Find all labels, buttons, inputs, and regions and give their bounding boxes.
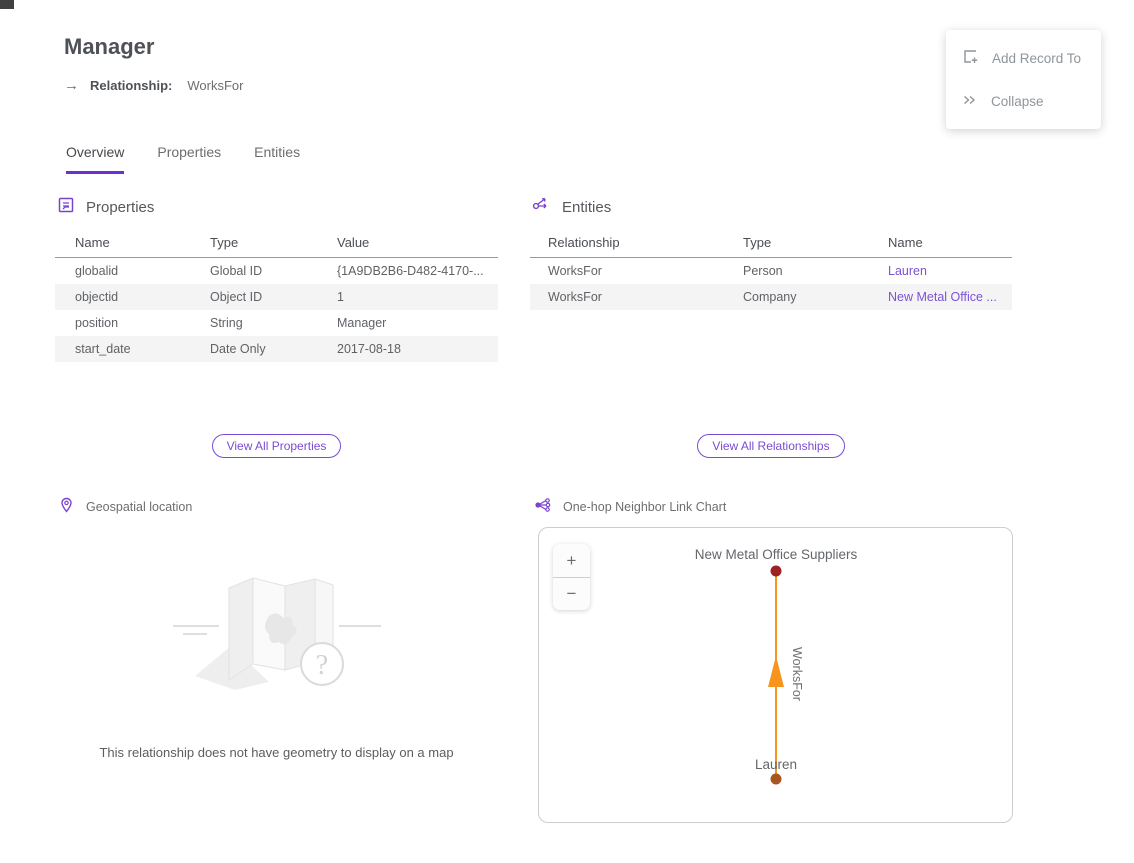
property-type: Object ID <box>210 290 263 304</box>
map-pin-icon <box>59 497 74 517</box>
menu-item-collapse[interactable]: Collapse <box>946 80 1101 123</box>
link-chart-canvas[interactable]: New Metal Office Suppliers Lauren WorksF… <box>538 527 1013 823</box>
properties-icon <box>57 196 75 218</box>
menu-item-label: Add Record To <box>992 50 1082 66</box>
view-all-properties-wrap: View All Properties <box>55 434 498 458</box>
column-header: Name <box>75 235 110 250</box>
zoom-in-button[interactable]: + <box>553 544 590 577</box>
property-name: position <box>75 316 119 330</box>
entity-name-link[interactable]: New Metal Office ... <box>888 290 997 304</box>
tab-bar: Overview Properties Entities <box>66 144 300 174</box>
property-name: start_date <box>75 342 131 356</box>
properties-table: Name Type Value globalid Global ID {1A9D… <box>55 228 498 362</box>
entities-icon <box>532 196 551 218</box>
property-name: globalid <box>75 264 119 278</box>
property-value: {1A9DB2B6-D482-4170-... <box>337 264 484 278</box>
entity-type: Person <box>743 264 783 278</box>
property-type: String <box>210 316 243 330</box>
properties-section-header: Properties <box>57 196 154 218</box>
column-header: Type <box>743 235 772 250</box>
column-header: Type <box>210 235 239 250</box>
entities-section-header: Entities <box>532 196 611 218</box>
geospatial-section-header: Geospatial location <box>59 497 192 517</box>
map-placeholder-illustration: ? <box>173 564 383 704</box>
section-title: One-hop Neighbor Link Chart <box>563 499 727 514</box>
no-geometry-message: This relationship does not have geometry… <box>99 745 454 760</box>
section-title: Properties <box>86 198 155 216</box>
property-type: Global ID <box>210 264 263 278</box>
properties-column: Properties Name Type Value globalid Glob… <box>55 196 498 863</box>
tab-properties[interactable]: Properties <box>157 144 222 160</box>
subtitle-value: WorksFor <box>187 78 244 93</box>
subtitle-label: Relationship: <box>90 78 173 93</box>
link-chart-section-header: One-hop Neighbor Link Chart <box>534 497 726 516</box>
entities-column: Entities Relationship Type Name WorksFor… <box>530 196 1013 863</box>
context-menu: Add Record To Collapse <box>946 30 1101 129</box>
table-row: WorksFor Company New Metal Office ... <box>530 284 1012 310</box>
question-mark: ? <box>316 650 328 681</box>
link-chart-icon <box>534 497 551 516</box>
window-edge-artifact <box>0 0 14 9</box>
section-title: Entities <box>562 198 612 216</box>
node-label-person: Lauren <box>755 757 797 772</box>
page-title: Manager <box>64 34 155 59</box>
table-row: position String Manager <box>55 310 498 336</box>
zoom-out-button[interactable]: − <box>553 577 590 610</box>
entity-type: Company <box>743 290 797 304</box>
node-company[interactable] <box>770 565 782 577</box>
view-all-relationships-button[interactable]: View All Relationships <box>697 434 845 458</box>
property-value: 2017-08-18 <box>337 342 401 356</box>
view-all-properties-button[interactable]: View All Properties <box>211 434 342 458</box>
zoom-control: + − <box>553 544 590 610</box>
table-row: globalid Global ID {1A9DB2B6-D482-4170-.… <box>55 258 498 284</box>
table-header-row: Name Type Value <box>55 228 498 258</box>
view-all-relationships-wrap: View All Relationships <box>530 434 1012 458</box>
table-row: WorksFor Person Lauren <box>530 258 1012 284</box>
menu-item-add-record-to[interactable]: Add Record To <box>946 36 1101 80</box>
table-row: start_date Date Only 2017-08-18 <box>55 336 498 362</box>
property-name: objectid <box>75 290 119 304</box>
entity-name-link[interactable]: Lauren <box>888 264 927 278</box>
entities-table: Relationship Type Name WorksFor Person L… <box>530 228 1012 310</box>
edge-arrow-icon <box>768 656 784 687</box>
property-type: Date Only <box>210 342 266 356</box>
add-record-icon <box>962 48 979 68</box>
edge-label: WorksFor <box>790 647 804 701</box>
breadcrumb: → Relationship: WorksFor <box>64 77 243 94</box>
column-header: Name <box>888 235 923 250</box>
entity-relationship: WorksFor <box>548 264 602 278</box>
menu-item-label: Collapse <box>991 94 1044 109</box>
column-header: Relationship <box>548 235 620 250</box>
tab-entities[interactable]: Entities <box>254 144 301 160</box>
tab-overview[interactable]: Overview <box>66 144 125 174</box>
link-chart-graph: New Metal Office Suppliers Lauren WorksF… <box>695 547 858 785</box>
node-label-company: New Metal Office Suppliers <box>695 547 858 562</box>
node-person[interactable] <box>770 773 782 785</box>
table-row: objectid Object ID 1 <box>55 284 498 310</box>
table-header-row: Relationship Type Name <box>530 228 1012 258</box>
property-value: Manager <box>337 316 387 330</box>
section-title: Geospatial location <box>86 500 193 514</box>
entity-relationship: WorksFor <box>548 290 602 304</box>
relationship-arrow-icon: → <box>64 77 79 94</box>
column-header: Value <box>337 235 370 250</box>
collapse-icon <box>962 92 978 111</box>
property-value: 1 <box>337 290 344 304</box>
